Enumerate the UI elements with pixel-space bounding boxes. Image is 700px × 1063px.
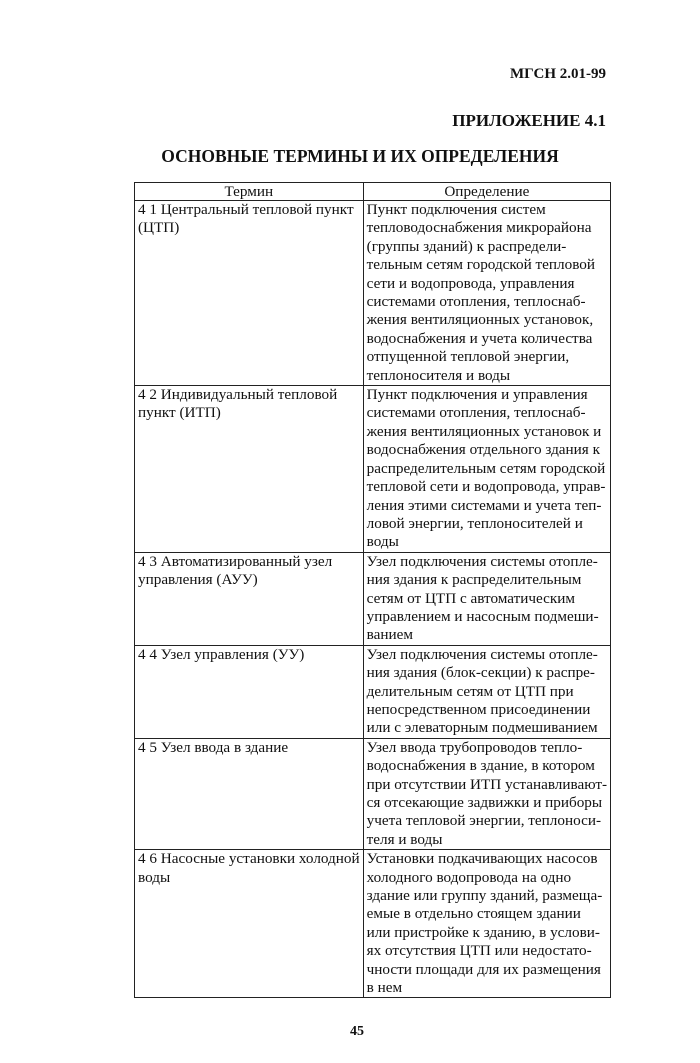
table-row: 4 2 Индивидуальный тепловой пункт (ИТП) Пу… [134,385,612,553]
definition-line: водоснабжения в здание, в котором [366,757,595,775]
definition-line: сети и водопровода, управления [366,274,575,292]
definition-line: делительным сетям от ЦТП при [366,682,574,700]
definition-line: или пристройке к зданию, в услови- [366,923,600,941]
definition-cell: Узел ввода трубопроводов тепло-водоснабж… [362,737,612,851]
table-row: 4 6 Насосные установки холодной воды Устан… [134,849,612,999]
term-cell: 4 4 Узел управления (УУ) [134,644,364,739]
definition-cell: Пункт подключения систем тепловодоснабжен… [362,199,612,387]
definition-line: (группы зданий) к распредели- [366,237,567,255]
definition-line: при отсутствии ИТП устанавливают- [366,775,608,793]
column-header-term: Термин [134,182,364,201]
definition-line: ся отсекающие задвижки и приборы [366,794,603,811]
definition-line: ях отсутствия ЦТП или недостато- [366,942,592,960]
definition-line: ния здания (блок-секции) к распре- [366,664,595,682]
definition-cell: Узел подключения системы отопле-ния здан… [362,644,612,739]
term-line: пункт (ИТП) [138,404,221,422]
term-line: 4 5 Узел ввода в здание [138,738,289,756]
definition-line: или с элеваторным подмешиванием [366,719,598,737]
term-line: 4 3 Автоматизированный узел [138,552,333,570]
term-cell: 4 5 Узел ввода в здание [134,737,364,851]
definition-line: Узел ввода трубопроводов тепло- [366,738,583,756]
definition-line: жения вентиляционных установок, [366,311,594,329]
definition-line: ванием [366,626,413,644]
definition-line: воды [366,533,399,551]
definition-cell: Установки подкачивающих насосов холодного… [362,849,612,999]
table-row: 4 3 Автоматизированный узел управления (А… [134,551,612,646]
definition-line: непосредственном присоединении [366,700,591,718]
table-row: 4 1 Центральный тепловой пункт (ЦТП) Пункт… [134,199,612,387]
definition-line: водоснабжения и учета количества [366,329,593,347]
definition-line: чности площади для их размещения [366,960,601,978]
definition-cell: Пункт подключения и управления системами … [362,385,612,553]
definition-line: Узел подключения системы отопле- [366,645,598,663]
term-line: 4 4 Узел управления (УУ) [138,645,305,663]
definition-line: емые в отдельно стоящем здании [366,905,581,923]
definition-line: управлением и насосным подмеши- [366,607,599,625]
definition-line: отпущенной тепловой энергии, [366,348,570,366]
definition-line: Пункт подключения и управления [366,386,588,404]
term-line: воды [138,868,171,886]
definition-line: учета тепловой энергии, теплоноси- [366,812,602,830]
table-row: 4 4 Узел управления (УУ) Узел подключения… [134,644,612,739]
definition-line: холодного водопровода на одно [366,868,572,886]
definition-line: ления этими системами и учета теп- [366,496,602,514]
definition-line: здание или группу зданий, размеща- [366,887,603,905]
definition-line: Установки подкачивающих насосов [366,850,598,868]
definition-line: тепловой сети и водопровода, управ- [366,478,606,496]
definition-line: ния здания к распределительным [366,571,582,589]
definition-line: распределительным сетям городской [366,459,606,477]
column-header-definition: Определение [362,182,612,201]
definition-line: Узел подключения системы отопле- [366,552,598,570]
definition-line: системами отопления, теплоснаб- [366,404,586,422]
term-cell: 4 6 Насосные установки холодной воды [134,849,364,999]
definition-line: системами отопления, теплоснаб- [366,293,586,311]
definition-line: Пункт подключения систем [366,201,546,218]
definition-line: жения вентиляционных установок и [366,422,602,440]
table-header-row: Термин Определение [134,182,612,201]
definition-line: водоснабжения отдельного здания к [366,441,600,459]
term-cell: 4 3 Автоматизированный узел управления (А… [134,551,364,646]
definition-line: теля и воды [366,830,443,848]
page-title: ОСНОВНЫЕ ТЕРМИНЫ И ИХ ОПРЕДЕЛЕНИЯ [161,146,559,166]
definition-line: сетям от ЦТП с автоматическим [366,589,576,607]
term-cell: 4 2 Индивидуальный тепловой пункт (ИТП) [134,385,364,553]
definition-line: тельным сетям городской тепловой [366,256,596,274]
definition-cell: Узел подключения системы отопле-ния здан… [362,551,612,646]
term-line: 4 1 Центральный тепловой пункт [138,201,354,218]
definition-line: теплоносителя и воды [366,366,511,384]
definition-line: тепловодоснабжения микрорайона [366,219,592,237]
document-code: МГСН 2.01-99 [510,66,606,82]
term-line: 4 6 Насосные установки холодной [138,850,360,868]
term-line: (ЦТП) [138,219,180,237]
definition-line: ловой энергии, теплоносителей и [366,514,583,532]
term-cell: 4 1 Центральный тепловой пункт (ЦТП) [134,199,364,387]
term-line: управления (АУУ) [138,571,258,589]
appendix-heading: ПРИЛОЖЕНИЕ 4.1 [452,111,606,130]
terms-table: Термин Определение 4 1 Центральный тепло… [134,182,612,999]
table-row: 4 5 Узел ввода в здание Узел ввода трубоп… [134,737,612,851]
definition-line: в нем [366,979,403,997]
term-line: 4 2 Индивидуальный тепловой [138,386,338,404]
page-number: 45 [350,1024,364,1039]
